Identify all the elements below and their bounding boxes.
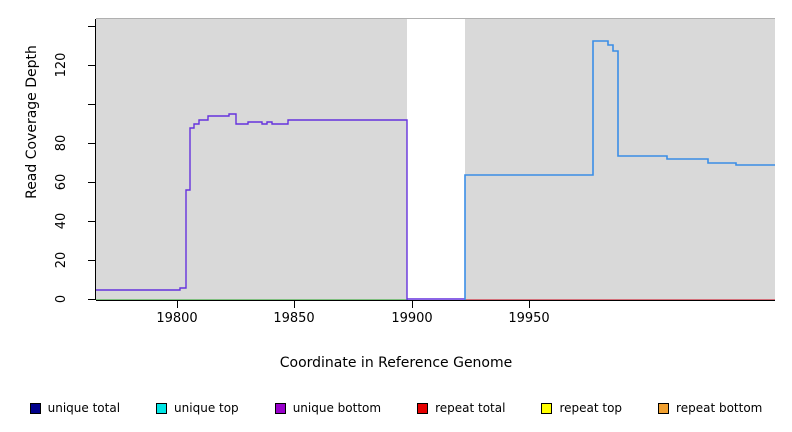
series-blue-coverage: [464, 40, 775, 300]
y-tick-label-20: 20: [54, 251, 69, 269]
x-tick-label-19900: 19900: [391, 311, 433, 326]
legend-swatch-icon: [541, 402, 553, 414]
y-tick-0: [88, 299, 95, 300]
panel-background-right: [465, 19, 775, 300]
legend-item-repeat-top[interactable]: repeat top: [541, 401, 622, 415]
y-tick-label-40: 40: [54, 212, 69, 230]
y-tick-80: [88, 143, 95, 144]
y-tick-100: [88, 104, 95, 105]
legend-swatch-icon: [156, 402, 168, 414]
y-tick-40: [88, 221, 95, 222]
plot-area: [96, 18, 775, 300]
legend-swatch-icon: [29, 402, 41, 414]
y-tick-label-0: 0: [54, 294, 69, 304]
legend-item-unique-bottom[interactable]: unique bottom: [274, 401, 382, 415]
legend-label: unique bottom: [292, 401, 382, 415]
chart-legend: unique total unique top unique bottom re…: [0, 398, 792, 418]
x-tick-19900: [412, 301, 413, 308]
legend-item-repeat-total[interactable]: repeat total: [417, 401, 505, 415]
legend-label: repeat bottom: [676, 401, 763, 415]
x-tick-label-19850: 19850: [273, 311, 315, 326]
legend-label: repeat total: [435, 401, 506, 415]
y-axis-title: Read Coverage Depth: [24, 45, 40, 199]
x-tick-19950: [529, 301, 530, 308]
data-traces: [96, 40, 775, 300]
legend-swatch-icon: [274, 402, 286, 414]
x-tick-19800: [177, 301, 178, 308]
legend-item-unique-total[interactable]: unique total: [29, 401, 121, 415]
y-tick-label-60: 60: [54, 173, 69, 191]
y-tick-120: [88, 65, 95, 66]
series-unique-bottom: [96, 113, 408, 300]
panel-top-edge-right: [465, 18, 775, 19]
x-tick-label-19800: 19800: [156, 311, 198, 326]
legend-swatch-icon: [417, 402, 429, 414]
x-tick-19850: [294, 301, 295, 308]
y-tick-20: [88, 260, 95, 261]
legend-label: unique top: [174, 401, 239, 415]
legend-label: unique total: [47, 401, 121, 415]
panel-top-edge-left: [96, 18, 407, 19]
legend-item-repeat-bottom[interactable]: repeat bottom: [658, 401, 762, 415]
panel-top-edge-gap: [407, 18, 465, 19]
y-tick-label-120: 120: [54, 52, 69, 78]
y-tick-label-80: 80: [54, 134, 69, 152]
legend-item-unique-top[interactable]: unique top: [156, 401, 239, 415]
y-axis-line: [95, 19, 96, 300]
x-tick-label-19950: 19950: [508, 311, 550, 326]
x-axis-line: [96, 300, 775, 301]
y-tick-60: [88, 182, 95, 183]
y-tick-140: [88, 26, 95, 27]
legend-label: repeat top: [559, 401, 623, 415]
panel-background-left: [96, 19, 407, 300]
x-axis-title: Coordinate in Reference Genome: [279, 355, 513, 371]
legend-swatch-icon: [658, 402, 670, 414]
